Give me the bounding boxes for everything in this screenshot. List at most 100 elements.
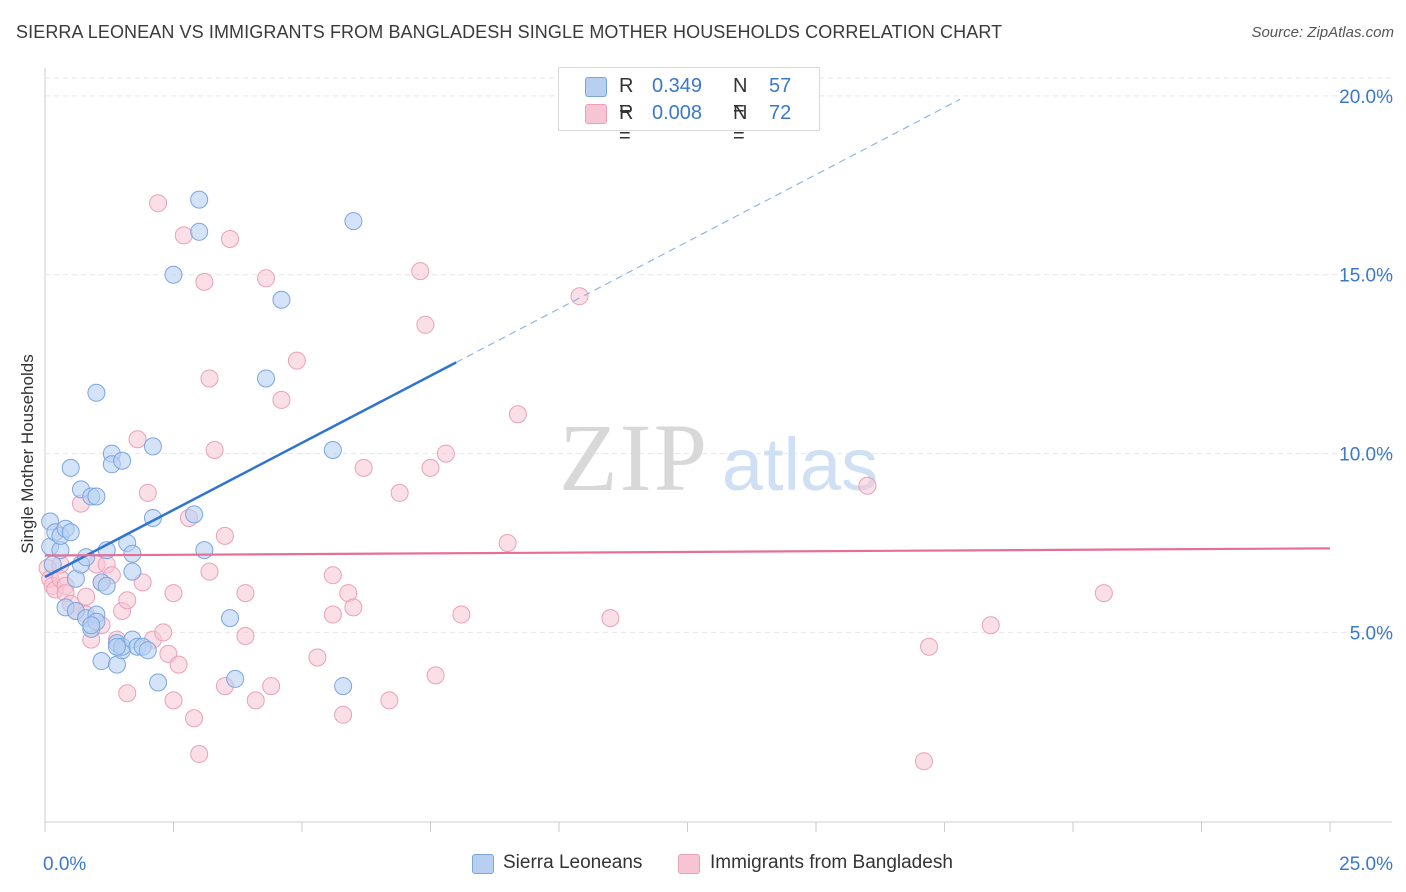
bottom-legend-sierra-leoneans: Sierra Leoneans xyxy=(503,852,643,873)
sierra-leonean-point xyxy=(61,458,80,477)
bottom-legend-bangladesh: Immigrants from Bangladesh xyxy=(710,852,953,873)
legend-r-label: R = xyxy=(619,75,634,120)
y-tick-label: 10.0% xyxy=(1339,445,1393,466)
bangladesh-point xyxy=(154,623,173,642)
bangladesh-point xyxy=(118,591,137,610)
sierra-leonean-point xyxy=(190,190,209,209)
sierra-leonean-point xyxy=(190,222,209,241)
bangladesh-point xyxy=(118,684,137,703)
bangladesh-point xyxy=(190,745,209,764)
bangladesh-point xyxy=(149,194,168,213)
bangladesh-point xyxy=(344,598,363,617)
watermark-atlas: atlas xyxy=(722,423,878,506)
sierra-leonean-point xyxy=(185,505,204,524)
sierra-leonean-point xyxy=(226,669,245,688)
sierra-leonean-point xyxy=(123,544,142,563)
bottom-legend-swatch-pink xyxy=(678,854,700,874)
sierra-leonean-point xyxy=(107,637,126,656)
sierra-leonean-point xyxy=(344,212,363,231)
axes xyxy=(44,68,1392,832)
trend-lines xyxy=(44,98,1331,579)
bangladesh-point xyxy=(323,566,342,585)
sierra-leonean-point xyxy=(87,383,106,402)
bangladesh-point xyxy=(416,315,435,334)
trend-line-sierra-leoneans xyxy=(44,361,457,579)
bangladesh-point xyxy=(914,752,933,771)
sierra-leonean-point xyxy=(164,265,183,284)
y-tick-label: 15.0% xyxy=(1339,266,1393,287)
bangladesh-point xyxy=(601,609,620,628)
bangladesh-point xyxy=(452,605,471,624)
bangladesh-point xyxy=(287,351,306,370)
sierra-leonean-point xyxy=(323,441,342,459)
bangladesh-point xyxy=(246,691,265,710)
bangladesh-point xyxy=(508,405,527,424)
bangladesh-point xyxy=(164,584,183,603)
bangladesh-point xyxy=(185,709,204,728)
bangladesh-point xyxy=(570,287,589,306)
bangladesh-point xyxy=(257,269,276,288)
bangladesh-point xyxy=(308,648,327,667)
bangladesh-point xyxy=(77,587,96,606)
sierra-leonean-point xyxy=(149,673,168,692)
x-tick-label-min: 0.0% xyxy=(43,854,86,875)
sierra-leonean-point xyxy=(87,487,106,506)
tick-labels: 5.0% 10.0% 15.0% 20.0% 0.0% 25.0% xyxy=(43,87,1393,875)
sierra-leonean-point xyxy=(272,290,291,309)
bangladesh-point xyxy=(498,534,517,552)
sierra-leonean-point xyxy=(138,641,157,660)
bangladesh-point xyxy=(411,262,430,281)
bangladesh-point xyxy=(380,691,399,710)
bangladesh-point xyxy=(205,441,224,459)
bangladesh-point xyxy=(221,229,240,248)
sierra-leonean-point xyxy=(123,562,142,581)
bangladesh-point xyxy=(236,584,255,603)
sierra-leonean-point xyxy=(61,523,80,542)
legend-n-value: 72 xyxy=(769,102,792,124)
bangladesh-point xyxy=(128,430,147,449)
sierra-leonean-point xyxy=(257,369,276,388)
bottom-legend-swatch-blue xyxy=(472,854,494,874)
bangladesh-point xyxy=(858,476,877,495)
bangladesh-point xyxy=(421,458,440,477)
bangladesh-point xyxy=(981,616,1000,635)
bangladesh-point xyxy=(390,483,409,502)
sierra-leonean-point xyxy=(143,437,162,456)
legend-r-value: 0.349 xyxy=(652,75,703,97)
legend-n-label: N = xyxy=(733,75,748,120)
bangladesh-point xyxy=(215,526,234,545)
series-sierra-leoneans-points xyxy=(41,190,363,696)
sierra-leonean-point xyxy=(113,451,132,470)
watermark: ZIP atlas xyxy=(559,404,878,511)
legend-swatch-pink xyxy=(585,104,607,124)
bangladesh-point xyxy=(920,637,939,656)
legend-swatch-blue xyxy=(585,77,607,97)
bangladesh-point xyxy=(426,666,445,685)
bangladesh-point xyxy=(195,272,214,291)
sierra-leonean-point xyxy=(221,609,240,628)
sierra-leonean-point xyxy=(334,677,353,696)
trend-line-bangladesh xyxy=(44,547,1331,557)
x-tick-label-max: 25.0% xyxy=(1339,854,1393,875)
y-tick-label: 5.0% xyxy=(1350,623,1393,644)
bangladesh-point xyxy=(354,458,373,477)
bangladesh-point xyxy=(200,369,219,388)
sierra-leonean-point xyxy=(195,541,214,560)
trend-line-sierra-leoneans-extension xyxy=(455,98,961,363)
sierra-leonean-point xyxy=(92,652,111,671)
legend-r-label: R = xyxy=(619,102,634,147)
bangladesh-point xyxy=(138,483,157,502)
bangladesh-point xyxy=(272,390,291,409)
bangladesh-point xyxy=(1094,584,1113,603)
bangladesh-point xyxy=(436,444,455,463)
chart-title: SIERRA LEONEAN VS IMMIGRANTS FROM BANGLA… xyxy=(16,22,1003,42)
sierra-leonean-point xyxy=(82,616,101,635)
bangladesh-point xyxy=(262,677,281,696)
bangladesh-point xyxy=(334,705,353,724)
legend-n-label: N = xyxy=(733,102,748,147)
legend-box: R = 0.349 N = 57 R = 0.008 N = 72 xyxy=(558,67,820,147)
bangladesh-point xyxy=(236,627,255,645)
y-tick-label: 20.0% xyxy=(1339,87,1393,108)
bangladesh-point xyxy=(323,605,342,624)
